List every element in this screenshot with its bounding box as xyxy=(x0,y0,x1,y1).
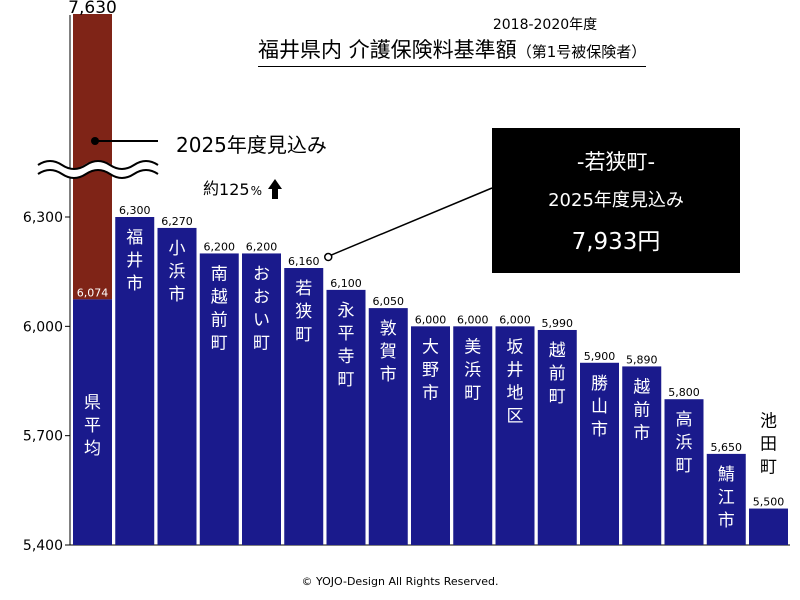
chart-title-main: 福井県内 介護保険料基準額 xyxy=(258,38,517,62)
callout-leader-dot xyxy=(324,252,333,262)
bar-value-label: 5,650 xyxy=(711,441,743,454)
bar xyxy=(73,299,112,545)
bar-value-label: 6,200 xyxy=(246,240,278,253)
bar-value-label: 6,000 xyxy=(457,313,489,326)
chart-title-qualifier: （第1号被保険者） xyxy=(516,43,647,61)
y-tick-label: 6,000 xyxy=(23,319,63,335)
bar-value-label: 5,500 xyxy=(753,496,785,509)
bar-value-label: 6,074 xyxy=(77,286,109,299)
y-tick-label: 5,700 xyxy=(23,429,63,445)
bar-value-label: 6,000 xyxy=(499,313,531,326)
chart-title: 福井県内 介護保険料基準額（第1号被保険者） xyxy=(258,36,647,67)
bar xyxy=(537,329,577,545)
category-label: 勝山市 xyxy=(591,374,608,440)
bar-value-label: 6,200 xyxy=(204,240,236,253)
bar xyxy=(157,227,197,545)
bar-value-label: 6,100 xyxy=(330,277,362,290)
category-label: 大野市 xyxy=(422,337,439,403)
category-label: 鯖江市 xyxy=(718,465,735,531)
category-label: 高浜町 xyxy=(676,410,693,476)
forecast-annotation: 2025年度見込み xyxy=(176,133,327,157)
category-label: 坂井地区 xyxy=(507,337,524,426)
category-label: 越前市 xyxy=(633,377,650,443)
bar-value-label: 5,990 xyxy=(542,317,574,330)
category-label: おおい町 xyxy=(253,264,270,353)
bar-value-label: 6,000 xyxy=(415,313,447,326)
bar xyxy=(284,268,324,545)
category-label: 福井市 xyxy=(126,228,143,294)
callout-label: 2025年度見込み xyxy=(548,190,684,211)
bar xyxy=(368,308,408,545)
category-label: 美浜町 xyxy=(464,337,481,403)
bar xyxy=(622,366,662,545)
bar-value-label: 6,160 xyxy=(288,255,320,268)
up-arrow-icon xyxy=(267,179,282,199)
bar-value-label: 5,800 xyxy=(668,386,700,399)
chart-period: 2018-2020年度 xyxy=(492,17,598,33)
bar xyxy=(495,326,535,545)
bar-value-label: 6,050 xyxy=(373,295,405,308)
callout-leader-line xyxy=(330,187,493,256)
bar xyxy=(664,399,704,545)
increase-annotation: 約 125% xyxy=(203,175,282,199)
category-label: 池田町 xyxy=(760,412,777,478)
y-tick-label: 6,300 xyxy=(23,210,63,226)
bar-value-label: 5,900 xyxy=(584,350,616,363)
bar-value-label: 6,270 xyxy=(161,215,193,228)
callout-value: 7,933円 xyxy=(571,229,661,255)
bar xyxy=(242,253,281,545)
axis-break-gap xyxy=(35,160,161,178)
increase-value: 125 xyxy=(219,180,250,199)
category-label: 若狭町 xyxy=(295,279,312,345)
bar-value-label: 6,300 xyxy=(119,204,151,217)
forecast-bar xyxy=(73,14,112,300)
bar xyxy=(453,326,493,545)
bar xyxy=(749,508,788,545)
bar xyxy=(580,362,619,545)
category-label: 越前町 xyxy=(549,341,566,407)
callout-town: -若狭町- xyxy=(576,150,656,174)
y-tick-label: 5,400 xyxy=(23,538,63,554)
axis-break-line-upper xyxy=(37,160,159,170)
bar xyxy=(115,217,155,545)
copyright-notice: © YOJO-Design All Rights Reserved. xyxy=(301,575,499,588)
bar-value-label: 5,890 xyxy=(626,353,658,366)
wakasa-callout-box: -若狭町- 2025年度見込み 7,933円 xyxy=(492,128,740,273)
bar xyxy=(326,289,366,545)
category-label: 県平均 xyxy=(84,393,101,459)
category-label: 永平寺町 xyxy=(338,301,355,390)
bar xyxy=(706,453,746,545)
axis-break-line-lower xyxy=(37,169,159,179)
bar xyxy=(199,253,239,545)
category-label: 小浜市 xyxy=(169,239,186,305)
bar xyxy=(411,326,450,545)
forecast-value-label: 7,630 xyxy=(68,0,117,18)
increase-unit: % xyxy=(250,184,262,198)
category-label: 敦賀市 xyxy=(380,319,397,385)
category-label: 南越前町 xyxy=(211,264,228,353)
increase-prefix: 約 xyxy=(203,179,220,198)
